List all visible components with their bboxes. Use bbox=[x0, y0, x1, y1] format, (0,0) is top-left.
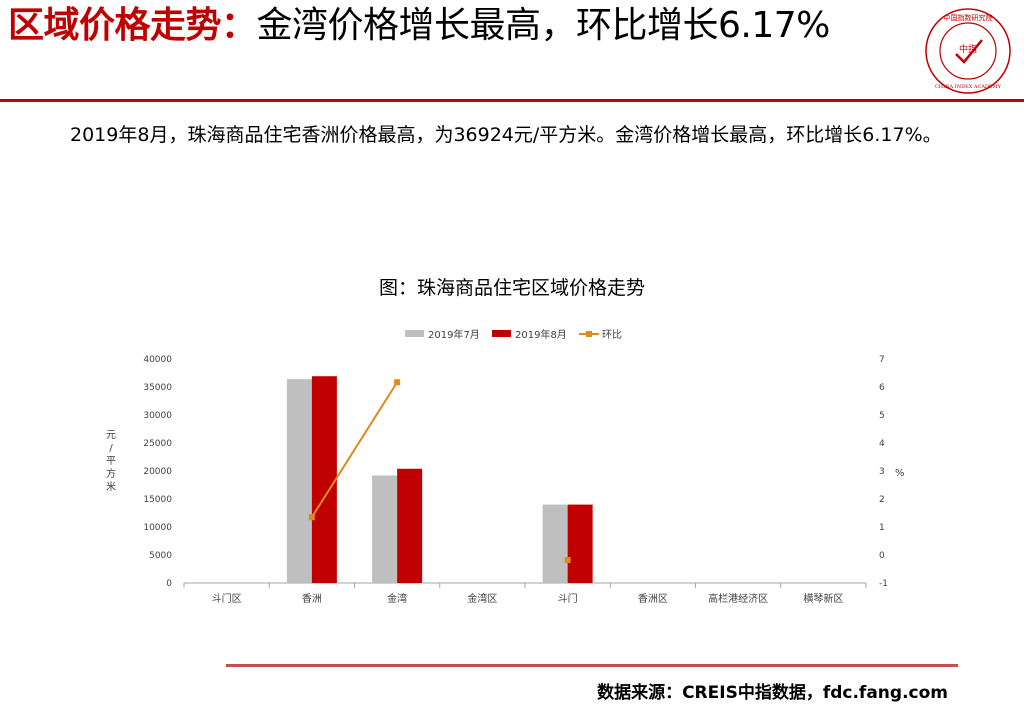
bar bbox=[397, 468, 423, 583]
x-tick-label: 斗门 bbox=[558, 592, 578, 605]
logo-text: 中指 bbox=[959, 43, 977, 55]
x-tick-label: 高栏港经济区 bbox=[708, 592, 768, 605]
y2-tick-label: 7 bbox=[879, 355, 885, 365]
y-axis-label: / bbox=[109, 443, 113, 454]
header-divider bbox=[0, 99, 1024, 102]
academy-logo: 中指 中国指数研究院 CHINA INDEX ACADEMY bbox=[925, 8, 1011, 94]
bar bbox=[542, 504, 568, 583]
line-point bbox=[308, 514, 315, 521]
summary-paragraph: 2019年8月，珠海商品住宅香洲价格最高，为36924元/平方米。金湾价格增长最… bbox=[70, 124, 942, 146]
page-title: 区域价格走势：金湾价格增长最高，环比增长6.17% bbox=[8, 4, 888, 48]
x-tick-label: 香洲区 bbox=[638, 593, 668, 605]
legend-label: 环比 bbox=[602, 329, 622, 341]
y-axis-label: 平 bbox=[106, 456, 116, 467]
x-tick-label: 香洲 bbox=[302, 593, 322, 605]
x-tick-label: 横琴新区 bbox=[803, 592, 843, 605]
line-point bbox=[564, 557, 571, 564]
legend-swatch bbox=[405, 330, 424, 337]
bar bbox=[286, 379, 312, 583]
line-point bbox=[394, 379, 401, 386]
y-tick-label: 35000 bbox=[143, 383, 172, 393]
chart-title: 图：珠海商品住宅区域价格走势 bbox=[378, 277, 645, 299]
y-tick-label: 25000 bbox=[143, 439, 172, 449]
footer-divider bbox=[226, 664, 958, 667]
y2-tick-label: -1 bbox=[879, 579, 888, 589]
y-tick-label: 10000 bbox=[143, 523, 172, 533]
x-tick-label: 金湾区 bbox=[467, 592, 497, 605]
title-highlight: 区域价格走势： bbox=[8, 5, 257, 46]
legend-label: 2019年8月 bbox=[515, 328, 567, 341]
x-tick-label: 斗门区 bbox=[212, 592, 242, 605]
title-rest: 金湾价格增长最高，环比增长6.17% bbox=[256, 5, 831, 46]
logo-ring-text: 中国指数研究院 bbox=[944, 13, 993, 22]
y2-tick-label: 2 bbox=[879, 495, 885, 505]
bar bbox=[311, 376, 337, 583]
legend-swatch-marker bbox=[586, 331, 592, 337]
y-tick-label: 20000 bbox=[143, 467, 172, 477]
y-axis-label: 元 bbox=[106, 430, 116, 441]
bar bbox=[372, 475, 398, 583]
y-tick-label: 5000 bbox=[149, 551, 172, 561]
logo-subtext: CHINA INDEX ACADEMY bbox=[935, 84, 1002, 90]
y-axis-label: 方 bbox=[106, 467, 116, 480]
y2-tick-label: 0 bbox=[879, 551, 885, 561]
y-tick-label: 40000 bbox=[143, 355, 172, 365]
series-line bbox=[311, 381, 398, 518]
y-tick-label: 15000 bbox=[143, 495, 172, 505]
y-axis-label: 米 bbox=[106, 480, 116, 493]
legend-label: 2019年7月 bbox=[428, 328, 480, 341]
y2-tick-label: 1 bbox=[879, 523, 885, 533]
legend-swatch bbox=[492, 330, 511, 337]
y2-tick-label: 6 bbox=[879, 383, 885, 393]
x-tick-label: 金湾 bbox=[387, 592, 407, 605]
y-tick-label: 30000 bbox=[143, 411, 172, 421]
y2-axis-label: % bbox=[895, 468, 905, 479]
y2-tick-label: 4 bbox=[879, 439, 885, 449]
data-source: 数据来源：CREIS中指数据，fdc.fang.com bbox=[597, 683, 948, 703]
y2-tick-label: 3 bbox=[879, 467, 885, 477]
y-tick-label: 0 bbox=[166, 579, 172, 589]
bar bbox=[567, 504, 593, 583]
y2-tick-label: 5 bbox=[879, 411, 885, 421]
